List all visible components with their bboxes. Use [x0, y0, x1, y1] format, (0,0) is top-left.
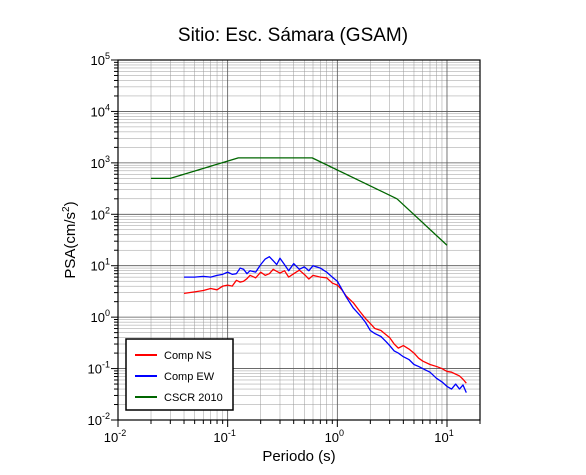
series-line-comp-ns	[183, 268, 467, 384]
plot-frame	[117, 59, 481, 421]
x-tick-label: 100	[325, 428, 344, 445]
y-tick-label-exp: 4	[105, 102, 110, 112]
x-tick-label-exp: -1	[228, 428, 236, 438]
axis-ticks	[111, 59, 481, 427]
series-line-comp-ew	[184, 256, 467, 393]
y-tick-label-base: 10	[91, 310, 105, 325]
x-tick-label-base: 10	[325, 430, 339, 445]
y-tick-label: 100	[91, 308, 110, 325]
y-tick-label-base: 10	[91, 207, 105, 222]
y-tick-label-exp: -2	[102, 411, 110, 421]
y-axis-label-close: )	[62, 201, 79, 206]
y-tick-label-exp: 0	[105, 308, 110, 318]
x-tick-label-exp: -2	[118, 428, 126, 438]
minor-grid	[118, 60, 481, 420]
y-tick-label: 10-2	[88, 411, 110, 428]
y-axis-label-base: PSA(cm/s	[62, 212, 79, 279]
chart-title: Sitio: Esc. Sámara (GSAM)	[178, 25, 408, 46]
y-tick-label: 102	[91, 205, 110, 222]
y-tick-label-base: 10	[91, 259, 105, 274]
series-line-cscr-2010	[151, 157, 448, 246]
x-tick-label-exp: 1	[449, 428, 454, 438]
x-tick-label: 10-2	[104, 428, 126, 445]
legend-label-cscr-2010: CSCR 2010	[164, 392, 223, 404]
x-tick-label-exp: 0	[339, 428, 344, 438]
series-layer	[151, 157, 467, 393]
x-tick-label-base: 10	[434, 430, 448, 445]
y-tick-label: 105	[91, 51, 110, 68]
y-tick-label: 104	[91, 102, 110, 119]
x-tick-label: 10-1	[213, 428, 235, 445]
y-tick-label: 101	[91, 257, 110, 274]
y-tick-label-exp: 1	[105, 257, 110, 267]
y-tick-label-base: 10	[91, 104, 105, 119]
legend: Comp NS Comp EW CSCR 2010	[125, 338, 234, 411]
y-tick-label-exp: 3	[105, 154, 110, 164]
legend-label-comp-ew: Comp EW	[164, 371, 215, 383]
y-tick-label-exp: 2	[105, 205, 110, 215]
legend-label-comp-ns: Comp NS	[164, 350, 212, 362]
x-tick-label-base: 10	[213, 430, 227, 445]
x-axis-label: Periodo (s)	[262, 448, 335, 465]
legend-box	[125, 338, 234, 411]
y-tick-label-base: 10	[91, 156, 105, 171]
x-tick-labels: 10-2 10-1 100 101	[104, 428, 454, 445]
y-tick-label-base: 10	[88, 362, 102, 377]
x-tick-label: 101	[434, 428, 453, 445]
y-tick-label: 10-1	[88, 360, 110, 377]
y-tick-label-exp: -1	[102, 360, 110, 370]
y-tick-label-exp: 5	[105, 51, 110, 61]
x-tick-label-base: 10	[104, 430, 118, 445]
y-tick-label: 103	[91, 154, 110, 171]
y-tick-label-base: 10	[88, 413, 102, 428]
y-axis-label-exp: 2	[61, 206, 72, 212]
y-tick-label-base: 10	[91, 53, 105, 68]
y-axis-label: PSA(cm/s2)	[61, 201, 79, 278]
